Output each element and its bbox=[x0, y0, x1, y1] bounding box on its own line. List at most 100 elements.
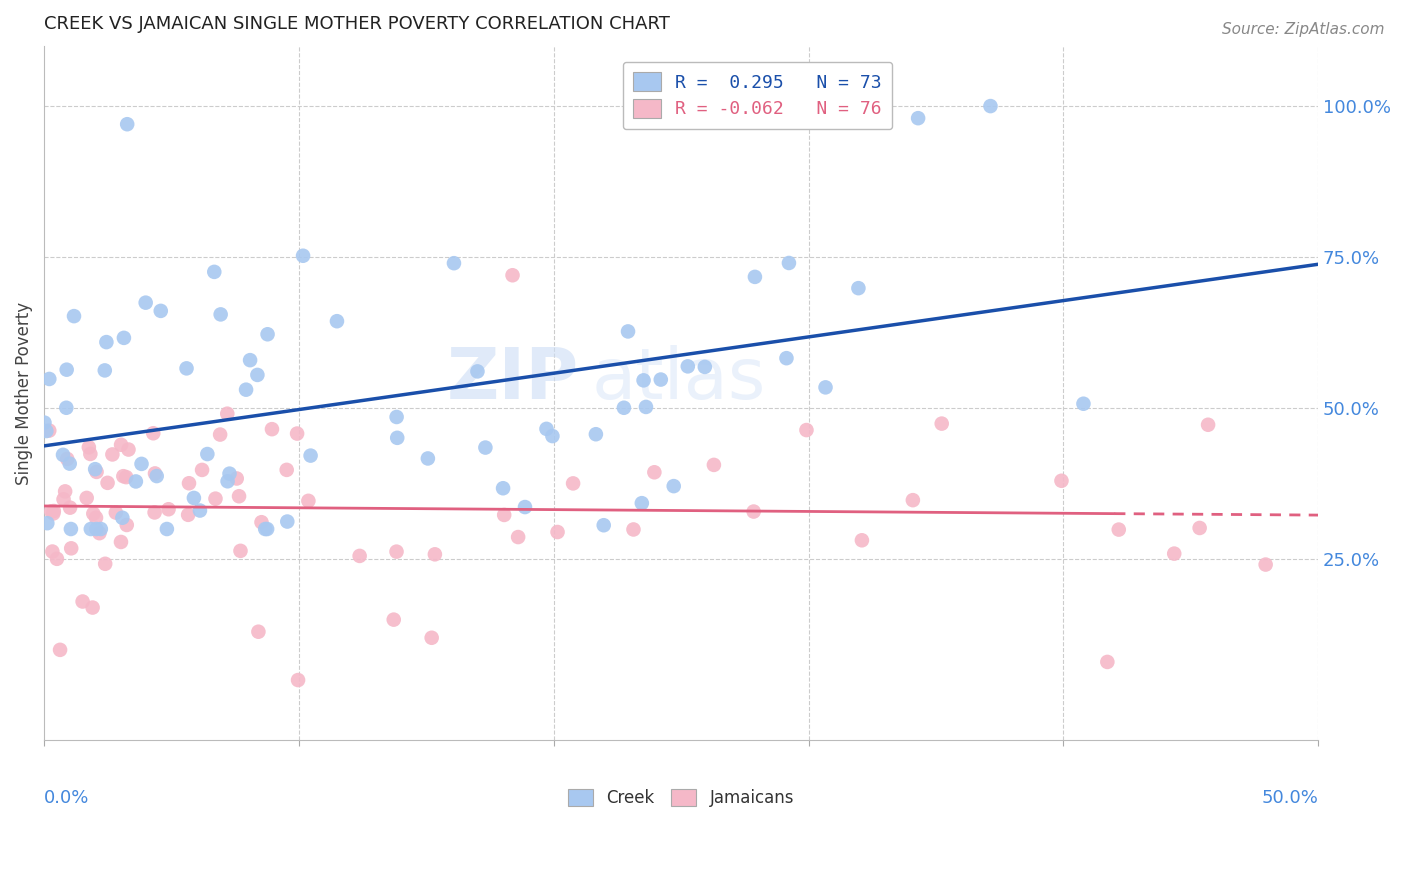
Point bbox=[97, 475, 120, 490]
Point bbox=[676, 359, 699, 374]
Point bbox=[176, 361, 198, 376]
Point bbox=[276, 463, 298, 477]
Point bbox=[387, 431, 409, 445]
Point bbox=[246, 368, 269, 382]
Point bbox=[420, 631, 443, 645]
Point bbox=[225, 471, 247, 485]
Point bbox=[90, 522, 112, 536]
Point bbox=[385, 409, 408, 424]
Point bbox=[112, 331, 135, 345]
Point bbox=[239, 353, 262, 368]
Point bbox=[1254, 558, 1277, 572]
Point bbox=[513, 500, 536, 514]
Point bbox=[260, 422, 283, 436]
Point bbox=[143, 505, 166, 519]
Text: 0.0%: 0.0% bbox=[44, 789, 90, 807]
Point bbox=[183, 491, 205, 505]
Text: Source: ZipAtlas.com: Source: ZipAtlas.com bbox=[1222, 22, 1385, 37]
Point bbox=[634, 400, 657, 414]
Point bbox=[541, 429, 564, 443]
Point bbox=[76, 491, 98, 505]
Point bbox=[52, 492, 75, 507]
Text: CREEK VS JAMAICAN SINGLE MOTHER POVERTY CORRELATION CHART: CREEK VS JAMAICAN SINGLE MOTHER POVERTY … bbox=[44, 15, 671, 33]
Point bbox=[1108, 523, 1130, 537]
Point bbox=[79, 447, 101, 461]
Point bbox=[416, 451, 439, 466]
Point bbox=[59, 457, 82, 471]
Text: 50.0%: 50.0% bbox=[1261, 789, 1319, 807]
Point bbox=[254, 522, 277, 536]
Legend: Creek, Jamaicans: Creek, Jamaicans bbox=[560, 780, 803, 815]
Point bbox=[177, 508, 200, 522]
Point bbox=[703, 458, 725, 472]
Point bbox=[536, 422, 558, 436]
Point bbox=[145, 469, 167, 483]
Point bbox=[848, 281, 870, 295]
Point bbox=[204, 491, 226, 506]
Point bbox=[662, 479, 685, 493]
Point bbox=[38, 372, 60, 386]
Point bbox=[1163, 547, 1185, 561]
Point bbox=[38, 424, 60, 438]
Point bbox=[276, 515, 298, 529]
Point bbox=[218, 467, 240, 481]
Point bbox=[382, 613, 405, 627]
Point bbox=[115, 117, 138, 131]
Point bbox=[49, 643, 72, 657]
Point bbox=[143, 467, 166, 481]
Point bbox=[650, 373, 672, 387]
Point bbox=[59, 500, 82, 515]
Point bbox=[125, 475, 148, 489]
Point bbox=[142, 426, 165, 441]
Point bbox=[778, 256, 800, 270]
Point bbox=[643, 465, 665, 479]
Point bbox=[195, 447, 218, 461]
Point bbox=[112, 469, 135, 483]
Point bbox=[42, 507, 65, 521]
Point bbox=[82, 600, 104, 615]
Point bbox=[115, 518, 138, 533]
Point bbox=[55, 401, 77, 415]
Point bbox=[115, 470, 138, 484]
Point bbox=[59, 522, 82, 536]
Point bbox=[385, 544, 408, 558]
Point bbox=[39, 504, 62, 518]
Point bbox=[86, 522, 108, 536]
Point bbox=[326, 314, 349, 328]
Point bbox=[547, 524, 569, 539]
Point bbox=[235, 383, 257, 397]
Point bbox=[202, 265, 225, 279]
Point bbox=[742, 504, 765, 518]
Point bbox=[562, 476, 585, 491]
Point bbox=[502, 268, 524, 283]
Point bbox=[1073, 397, 1095, 411]
Point bbox=[901, 493, 924, 508]
Point bbox=[34, 416, 56, 430]
Point bbox=[297, 493, 319, 508]
Point bbox=[149, 304, 172, 318]
Point bbox=[94, 557, 117, 571]
Point bbox=[52, 448, 75, 462]
Point bbox=[796, 423, 818, 437]
Text: ZIP: ZIP bbox=[447, 344, 579, 414]
Point bbox=[157, 502, 180, 516]
Point bbox=[217, 407, 239, 421]
Point bbox=[117, 442, 139, 457]
Point bbox=[443, 256, 465, 270]
Point bbox=[72, 594, 94, 608]
Point bbox=[299, 449, 322, 463]
Point bbox=[1197, 417, 1219, 432]
Point bbox=[851, 533, 873, 548]
Point bbox=[494, 508, 516, 522]
Point bbox=[256, 522, 278, 536]
Point bbox=[209, 427, 232, 442]
Point bbox=[623, 523, 645, 537]
Point bbox=[110, 535, 132, 549]
Point bbox=[131, 457, 153, 471]
Point bbox=[101, 447, 124, 461]
Point bbox=[508, 530, 530, 544]
Point bbox=[45, 551, 67, 566]
Point bbox=[37, 516, 59, 531]
Point bbox=[467, 364, 489, 378]
Point bbox=[423, 547, 446, 561]
